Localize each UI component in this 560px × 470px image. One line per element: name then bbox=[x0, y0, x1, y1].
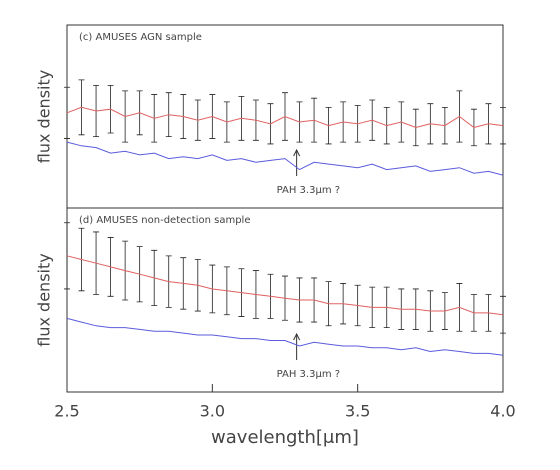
annotation: PAH 3.3μm ? bbox=[277, 185, 340, 196]
error-bar bbox=[500, 295, 506, 334]
x-tick-label: 2.5 bbox=[54, 402, 79, 421]
x-tick-label: 3.0 bbox=[200, 402, 225, 421]
y-axis-label: flux density bbox=[35, 70, 54, 163]
x-tick-label: 3.5 bbox=[345, 402, 370, 421]
data-line bbox=[66, 255, 504, 316]
annotation-arrowhead bbox=[293, 148, 301, 157]
panel-label: (d) AMUSES non-detection sample bbox=[79, 215, 250, 226]
annotation-arrowhead bbox=[293, 332, 301, 341]
data-line bbox=[66, 106, 504, 129]
x-tick-label: 4.0 bbox=[490, 402, 515, 421]
data-line bbox=[66, 317, 504, 356]
x-axis-label: wavelength[μm] bbox=[211, 427, 359, 448]
y-axis-label: flux density bbox=[35, 253, 54, 346]
annotation: PAH 3.3μm ? bbox=[277, 369, 340, 380]
data-line bbox=[66, 141, 504, 176]
panel-label: (c) AMUSES AGN sample bbox=[79, 32, 202, 43]
error-bar bbox=[500, 106, 506, 145]
error-bar bbox=[64, 86, 70, 139]
